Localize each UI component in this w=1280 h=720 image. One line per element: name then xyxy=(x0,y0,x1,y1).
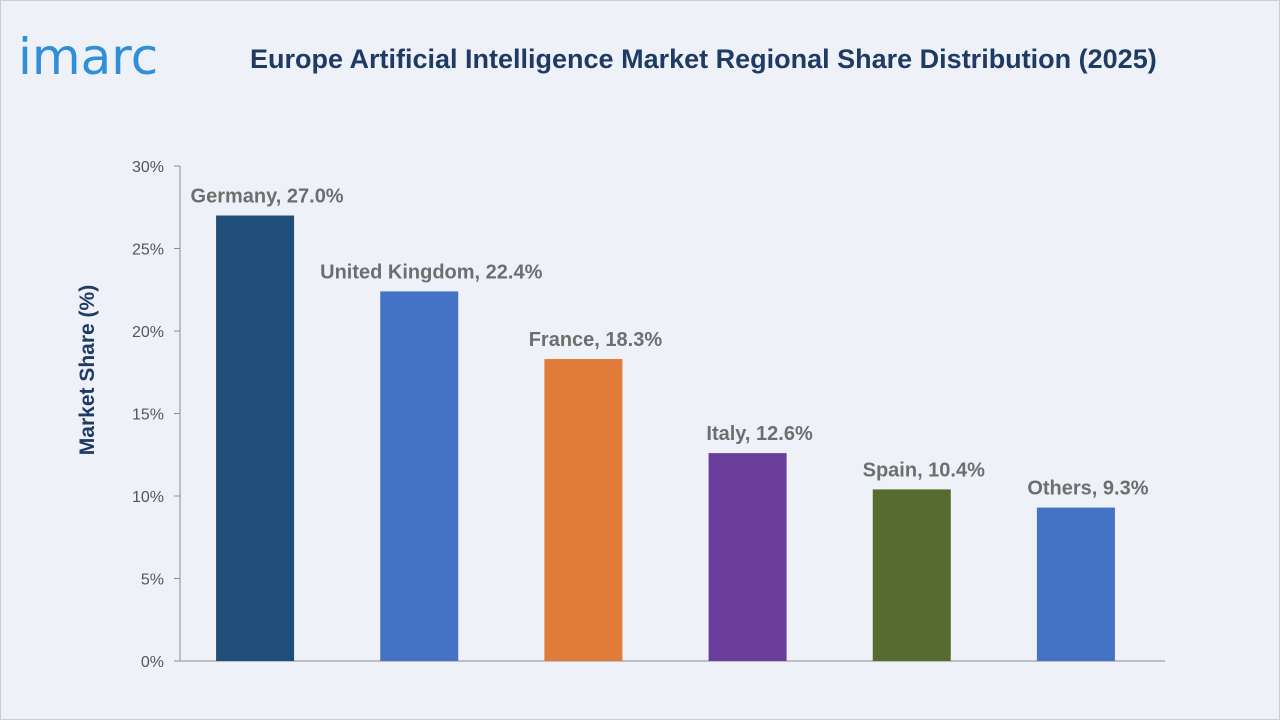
bar-france xyxy=(544,359,623,661)
bar-spain xyxy=(872,489,951,661)
y-tick-label: 0% xyxy=(141,654,164,671)
data-label: Germany, 27.0% xyxy=(191,186,344,208)
bars xyxy=(216,215,1115,661)
y-tick-label: 5% xyxy=(141,572,164,589)
y-tick-label: 10% xyxy=(132,489,164,506)
data-label: Italy, 12.6% xyxy=(706,423,813,445)
chart-title: Europe Artificial Intelligence Market Re… xyxy=(250,44,1157,74)
data-label: Spain, 10.4% xyxy=(863,459,985,481)
data-label: Others, 9.3% xyxy=(1027,478,1148,500)
y-tick-label: 20% xyxy=(132,324,164,341)
y-tick-label: 25% xyxy=(132,242,164,259)
data-label: United Kingdom, 22.4% xyxy=(320,261,542,283)
bar-italy xyxy=(708,453,787,661)
imarc-logo: imarc xyxy=(18,28,158,86)
bar-germany xyxy=(216,215,295,661)
y-tick-label: 30% xyxy=(132,159,164,176)
bar-others xyxy=(1036,507,1115,661)
data-labels: Germany, 27.0% United Kingdom, 22.4% Franc… xyxy=(191,186,1149,500)
data-label: France, 18.3% xyxy=(529,329,663,351)
bar-united-kingdom xyxy=(380,291,459,661)
logo-text: imarc xyxy=(18,28,158,86)
axes: 0% 5% 10% 15% 20% 25% 30% xyxy=(132,159,1165,671)
y-tick-label: 15% xyxy=(132,407,164,424)
